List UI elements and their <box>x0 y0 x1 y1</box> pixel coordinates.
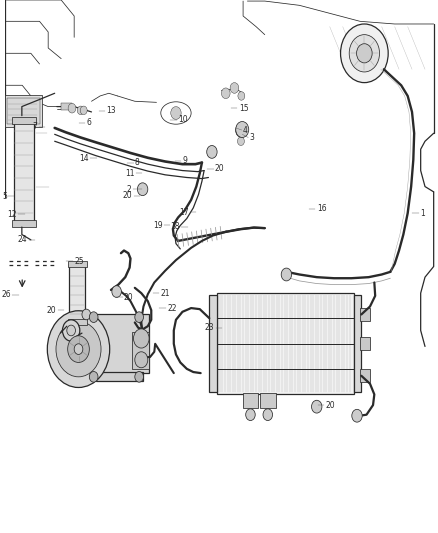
Text: 3: 3 <box>250 133 254 142</box>
Text: 4: 4 <box>243 126 248 134</box>
Bar <box>12 117 35 124</box>
Circle shape <box>112 286 121 297</box>
Text: 16: 16 <box>317 205 326 213</box>
Text: 22: 22 <box>167 304 177 312</box>
Circle shape <box>63 320 80 341</box>
Bar <box>7 98 39 124</box>
Text: 8: 8 <box>135 158 140 167</box>
Text: 21: 21 <box>161 289 170 297</box>
Circle shape <box>352 409 362 422</box>
Text: 6: 6 <box>86 118 91 127</box>
Circle shape <box>135 372 144 382</box>
Bar <box>90 314 148 373</box>
Circle shape <box>89 312 98 322</box>
Text: 20: 20 <box>215 165 225 173</box>
Bar <box>243 393 258 408</box>
Bar <box>61 103 72 110</box>
Text: 26: 26 <box>1 290 11 299</box>
Circle shape <box>89 372 98 382</box>
Circle shape <box>74 344 83 354</box>
Circle shape <box>236 124 246 137</box>
Text: 10: 10 <box>178 116 188 124</box>
Text: 13: 13 <box>107 107 116 115</box>
Bar <box>353 295 361 392</box>
Circle shape <box>47 311 110 387</box>
Circle shape <box>357 44 372 63</box>
Circle shape <box>349 35 380 72</box>
Bar <box>217 293 353 394</box>
Circle shape <box>138 183 148 196</box>
Bar <box>68 319 87 325</box>
Text: 17: 17 <box>179 208 188 216</box>
Circle shape <box>171 107 181 119</box>
Bar <box>360 308 370 321</box>
Circle shape <box>281 268 292 281</box>
Circle shape <box>135 312 144 322</box>
Text: 9: 9 <box>183 157 187 165</box>
Bar <box>360 369 370 382</box>
Circle shape <box>311 400 322 413</box>
Bar <box>5 95 42 127</box>
Bar <box>261 393 276 408</box>
Text: 12: 12 <box>7 210 17 219</box>
Circle shape <box>134 329 149 348</box>
Bar <box>96 372 144 381</box>
Text: 2: 2 <box>127 185 131 193</box>
Bar <box>12 220 35 227</box>
Circle shape <box>67 325 75 336</box>
Text: 20: 20 <box>124 293 134 302</box>
Bar <box>14 120 34 224</box>
Text: 19: 19 <box>153 221 162 230</box>
Text: 23: 23 <box>205 324 215 332</box>
Circle shape <box>341 24 388 83</box>
Bar <box>360 337 370 350</box>
Text: 20: 20 <box>47 306 57 314</box>
Text: 1: 1 <box>420 209 424 217</box>
Text: 15: 15 <box>239 104 248 112</box>
Circle shape <box>77 106 84 115</box>
Bar <box>68 261 87 267</box>
Bar <box>69 264 85 322</box>
Circle shape <box>68 103 76 113</box>
Circle shape <box>222 88 230 99</box>
Text: 20: 20 <box>325 401 335 409</box>
Circle shape <box>237 137 244 146</box>
Circle shape <box>68 336 89 362</box>
Bar <box>209 295 217 392</box>
Circle shape <box>246 409 255 421</box>
Text: 24: 24 <box>18 236 28 244</box>
Text: 25: 25 <box>74 257 84 265</box>
Text: 18: 18 <box>170 222 180 231</box>
Circle shape <box>230 83 239 93</box>
Text: 14: 14 <box>79 154 89 163</box>
Circle shape <box>56 321 101 377</box>
Text: 20: 20 <box>123 191 132 200</box>
Circle shape <box>135 352 148 368</box>
Text: 7: 7 <box>32 123 37 131</box>
Bar <box>132 332 149 369</box>
Circle shape <box>236 122 249 138</box>
Text: 5: 5 <box>2 192 7 200</box>
Circle shape <box>263 409 272 421</box>
Circle shape <box>82 309 91 320</box>
Circle shape <box>80 106 87 115</box>
Text: 11: 11 <box>125 169 134 177</box>
Circle shape <box>207 146 217 158</box>
Circle shape <box>238 92 245 100</box>
